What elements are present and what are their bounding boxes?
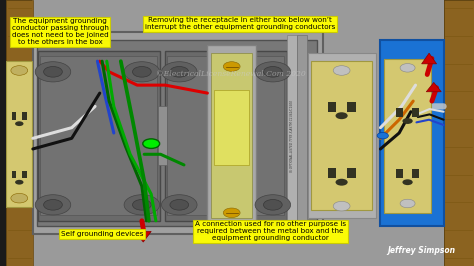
Bar — [12, 112, 17, 120]
Text: Removing the receptacle in either box below won’t
interrupt the other equipment : Removing the receptacle in either box be… — [145, 18, 335, 30]
Circle shape — [255, 62, 291, 82]
Circle shape — [162, 62, 197, 82]
Circle shape — [336, 112, 348, 119]
Polygon shape — [421, 53, 437, 64]
Text: IS OPTIONAL-LISTED TYPE X-ASTM C1361/C1500: IS OPTIONAL-LISTED TYPE X-ASTM C1361/C15… — [290, 100, 294, 172]
Text: Self grounding devices: Self grounding devices — [61, 231, 143, 237]
Circle shape — [35, 195, 71, 215]
Text: Jeffrey Simpson: Jeffrey Simpson — [387, 246, 456, 255]
Circle shape — [400, 199, 415, 208]
Circle shape — [162, 195, 197, 215]
Bar — [32, 0, 444, 266]
Circle shape — [400, 64, 415, 72]
Bar — [165, 51, 287, 221]
Bar — [36, 40, 317, 226]
Circle shape — [15, 180, 24, 185]
Circle shape — [35, 62, 71, 82]
Bar — [287, 35, 297, 231]
Bar — [167, 56, 284, 215]
Bar — [384, 59, 431, 213]
Text: ©ElectricalLicenseRenewal.Com 2020: ©ElectricalLicenseRenewal.Com 2020 — [156, 70, 306, 78]
Bar — [444, 0, 474, 266]
Circle shape — [223, 208, 240, 218]
Circle shape — [15, 121, 24, 126]
Circle shape — [255, 195, 291, 215]
Bar — [12, 171, 17, 178]
Bar — [412, 108, 419, 117]
Bar — [207, 45, 256, 226]
Bar — [328, 102, 336, 112]
Circle shape — [402, 118, 413, 124]
Circle shape — [402, 179, 413, 185]
Circle shape — [44, 200, 62, 210]
Circle shape — [336, 179, 348, 186]
Circle shape — [124, 195, 160, 215]
Polygon shape — [426, 82, 441, 92]
Bar — [22, 171, 27, 178]
Bar — [396, 108, 403, 117]
Bar — [347, 168, 356, 178]
Text: The equipment grounding
conductor passing through
does not need to be joined
to : The equipment grounding conductor passin… — [11, 18, 109, 45]
Bar — [297, 35, 308, 231]
Bar — [381, 40, 444, 226]
Circle shape — [333, 201, 350, 211]
Circle shape — [11, 193, 27, 203]
Circle shape — [133, 66, 151, 77]
Circle shape — [44, 66, 62, 77]
Bar — [6, 61, 32, 207]
Circle shape — [223, 62, 240, 71]
Bar — [22, 112, 27, 120]
Bar — [347, 102, 356, 112]
Bar — [6, 0, 33, 266]
Bar — [211, 53, 252, 218]
Circle shape — [377, 132, 388, 139]
Circle shape — [170, 66, 189, 77]
Bar — [38, 51, 160, 221]
Bar — [328, 168, 336, 178]
Circle shape — [170, 200, 189, 210]
Circle shape — [264, 200, 282, 210]
Polygon shape — [135, 231, 151, 242]
Bar — [308, 53, 376, 218]
Circle shape — [11, 66, 27, 75]
Circle shape — [133, 200, 151, 210]
Circle shape — [333, 66, 350, 75]
Bar — [40, 56, 157, 215]
Circle shape — [124, 62, 160, 82]
Bar — [311, 61, 372, 210]
Bar — [412, 169, 419, 178]
Bar — [214, 90, 249, 165]
Circle shape — [264, 66, 282, 77]
Text: A connection used for no other purpose is
required between the metal box and the: A connection used for no other purpose i… — [195, 221, 346, 242]
Bar — [33, 32, 323, 234]
Bar — [158, 106, 167, 165]
Circle shape — [143, 139, 160, 148]
Bar — [396, 169, 403, 178]
